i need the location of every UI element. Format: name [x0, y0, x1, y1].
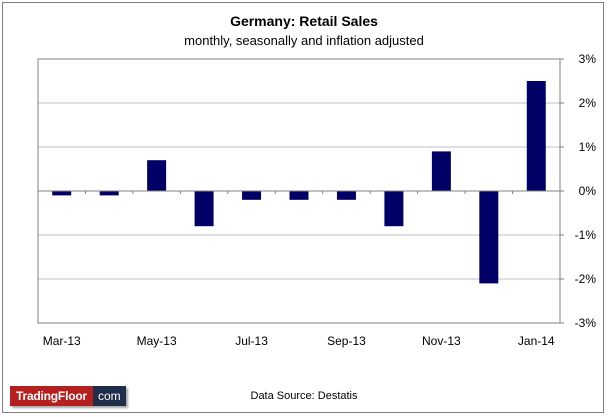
- x-tick-label: Jul-13: [235, 334, 268, 348]
- bar-Dec-13: [479, 191, 499, 284]
- x-tick-label: Sep-13: [327, 334, 366, 348]
- y-tick-labels: 3% 2% 1% 0% -1% -2% -3%: [575, 52, 597, 330]
- x-tick-label: May-13: [137, 334, 177, 348]
- y-tick-label: 0%: [579, 184, 597, 198]
- x-tick-labels: Mar-13 May-13 Jul-13 Sep-13 Nov-13 Jan-14: [43, 334, 555, 348]
- bar-Jun-13: [194, 191, 214, 227]
- bar-Jul-13: [242, 191, 262, 200]
- data-source: Data Source: Destatis: [250, 390, 358, 402]
- logo-suffix-text: com: [92, 386, 126, 406]
- bar-May-13: [147, 160, 167, 191]
- chart-frame: [2, 2, 604, 413]
- bar-Mar-13: [52, 191, 72, 196]
- bars: [37, 81, 546, 284]
- bar-Oct-13: [384, 191, 404, 227]
- x-tick-label: Mar-13: [43, 334, 81, 348]
- chart-title: Germany: Retail Sales: [230, 13, 378, 29]
- bar-Jan-14: [526, 81, 546, 191]
- x-tick-label: Nov-13: [422, 334, 461, 348]
- chart-subtitle: monthly, seasonally and inflation adjust…: [184, 33, 424, 48]
- bar-Nov-13: [431, 151, 451, 191]
- logo-main-text: TradingFloor: [10, 386, 93, 406]
- x-tick-label: Jan-14: [518, 334, 555, 348]
- bar-Aug-13: [289, 191, 309, 200]
- y-tick-label: 1%: [579, 140, 597, 154]
- y-tick-label: -3%: [575, 316, 597, 330]
- tradingfloor-logo: TradingFloor com: [10, 386, 126, 406]
- y-tick-label: -1%: [575, 228, 597, 242]
- bar-Sep-13: [336, 191, 356, 200]
- y-tick-label: -2%: [575, 272, 597, 286]
- y-tick-label: 3%: [579, 52, 597, 66]
- gridlines: [38, 58, 564, 324]
- bar-Apr-13: [99, 191, 119, 196]
- y-tick-label: 2%: [579, 96, 597, 110]
